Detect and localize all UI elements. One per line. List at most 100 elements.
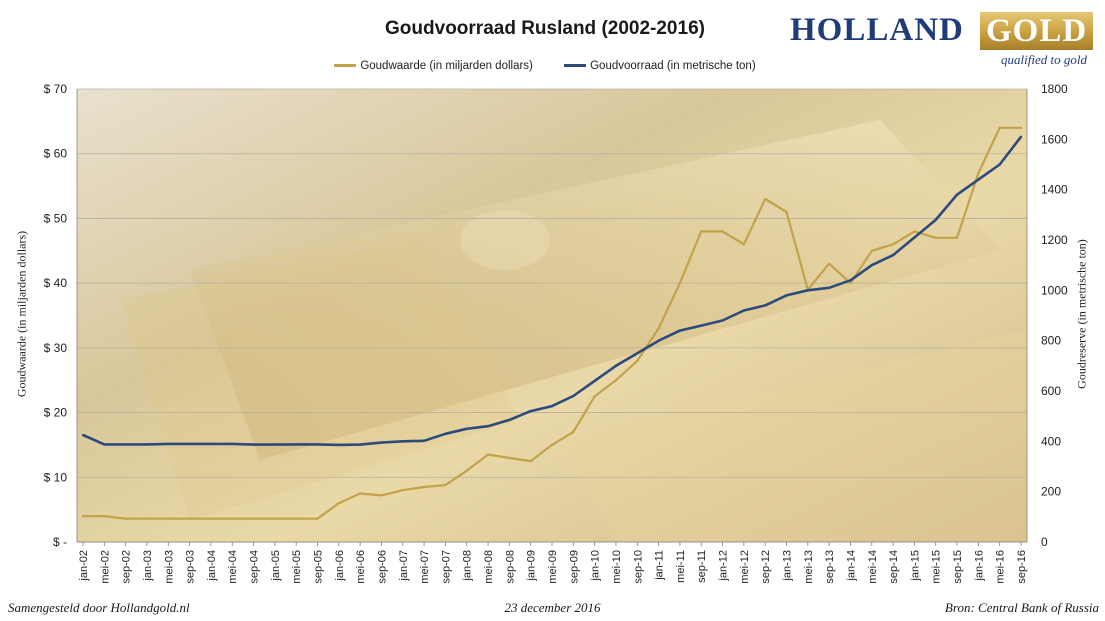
point-gold-value [849, 281, 852, 285]
point-gold-value [827, 262, 831, 265]
x-tick-label: jan-09 [526, 550, 538, 582]
x-tick-label: sep-05 [313, 550, 325, 584]
right-tick-label: 0 [1041, 535, 1048, 549]
x-tick-label: jan-02 [78, 550, 90, 582]
point-gold-reserve [550, 404, 554, 408]
plot-background [77, 89, 1027, 542]
left-tick-label: $ 20 [44, 406, 68, 420]
point-gold-reserve [913, 236, 916, 239]
point-gold-value [316, 517, 319, 520]
x-tick-label: mei-09 [547, 550, 559, 584]
right-tick-label: 600 [1041, 384, 1061, 398]
point-gold-reserve [721, 319, 724, 322]
x-tick-label: sep-13 [824, 550, 836, 584]
point-gold-value [358, 492, 362, 495]
x-tick-label: mei-12 [739, 550, 751, 584]
point-gold-reserve [273, 443, 277, 446]
x-tick-label: jan-03 [142, 550, 154, 582]
x-tick-label: jan-07 [398, 550, 410, 582]
point-gold-reserve [1019, 135, 1023, 139]
point-gold-reserve [103, 443, 106, 446]
point-gold-value [572, 430, 575, 434]
point-gold-value [444, 483, 447, 487]
point-gold-reserve [380, 441, 383, 444]
point-gold-value [81, 514, 85, 518]
x-tick-label: jan-04 [206, 550, 218, 582]
point-gold-reserve [81, 433, 85, 437]
x-tick-label: mei-16 [995, 550, 1007, 584]
x-tick-label: sep-09 [568, 550, 580, 584]
point-gold-value [231, 517, 234, 520]
right-tick-label: 1200 [1041, 233, 1068, 247]
x-tick-label: jan-15 [909, 550, 921, 582]
right-tick-label: 800 [1041, 334, 1061, 348]
point-gold-reserve [337, 443, 341, 447]
x-tick-label: sep-03 [185, 550, 197, 584]
x-tick-label: sep-16 [1016, 550, 1028, 584]
point-gold-value [465, 469, 468, 473]
point-gold-reserve [827, 286, 831, 290]
right-axis-title: Goudreserve (in metrische ton) [1074, 239, 1089, 389]
x-tick-label: mei-11 [675, 550, 687, 583]
x-tick-label: mei-03 [163, 550, 175, 584]
point-gold-reserve [636, 352, 639, 355]
left-tick-label: $ 10 [44, 470, 68, 484]
point-gold-reserve [572, 394, 575, 398]
point-gold-value [252, 517, 255, 520]
x-tick-label: jan-13 [782, 550, 794, 582]
x-tick-label: sep-07 [440, 550, 452, 584]
chart-title: Goudvoorraad Rusland (2002-2016) [385, 18, 705, 39]
point-gold-reserve [763, 304, 767, 307]
point-gold-value [209, 517, 213, 520]
point-gold-reserve [657, 339, 660, 342]
x-tick-label: sep-12 [760, 550, 772, 584]
right-tick-label: 200 [1041, 485, 1061, 499]
point-gold-value [934, 236, 937, 240]
right-tick-label: 1600 [1041, 132, 1068, 146]
right-tick-label: 1000 [1041, 283, 1068, 297]
point-gold-value [529, 459, 532, 463]
point-gold-reserve [316, 443, 319, 446]
point-gold-value [508, 456, 511, 460]
footer-source: Bron: Central Bank of Russia [944, 600, 1099, 615]
point-gold-value [763, 197, 767, 201]
x-tick-label: jan-08 [462, 550, 474, 582]
right-tick-label: 400 [1041, 434, 1061, 448]
point-gold-reserve [486, 425, 490, 428]
legend-label-gold-value: Goudwaarde (in miljarden dollars) [360, 60, 533, 72]
point-gold-value [870, 249, 873, 252]
footer-credit: Samengesteld door Hollandgold.nl [8, 600, 190, 615]
x-tick-label: sep-15 [952, 550, 964, 584]
point-gold-reserve [678, 329, 682, 332]
right-tick-label: 1400 [1041, 183, 1068, 197]
point-gold-value [977, 171, 980, 175]
point-gold-value [678, 281, 682, 285]
point-gold-reserve [465, 427, 468, 430]
x-tick-label: jan-05 [270, 550, 282, 582]
point-gold-reserve [294, 443, 298, 446]
x-tick-label: jan-12 [718, 550, 730, 582]
x-tick-label: jan-14 [845, 550, 857, 582]
point-gold-value [486, 453, 490, 456]
x-tick-label: sep-06 [376, 550, 388, 584]
point-gold-value [422, 485, 426, 489]
hollandgold-logo: HOLLAND GOLD qualified to gold [790, 8, 1095, 67]
point-gold-reserve [891, 253, 895, 257]
x-tick-label: sep-02 [121, 550, 133, 584]
point-gold-reserve [252, 443, 255, 446]
point-gold-reserve [444, 432, 447, 435]
x-tick-label: mei-15 [931, 550, 943, 584]
point-gold-value [145, 517, 149, 520]
legend-swatch-gold-value [334, 64, 357, 68]
legend-swatch-gold-reserve [564, 64, 587, 68]
point-gold-reserve [806, 289, 810, 292]
point-gold-reserve [209, 442, 213, 446]
x-tick-label: mei-04 [227, 550, 239, 584]
x-tick-label: mei-05 [291, 550, 303, 584]
point-gold-value [721, 230, 724, 233]
point-gold-reserve [742, 309, 746, 312]
left-tick-label: $ - [53, 535, 67, 549]
legend-label-gold-reserve: Goudvoorraad (in metrische ton) [590, 60, 756, 72]
point-gold-value [742, 243, 746, 246]
